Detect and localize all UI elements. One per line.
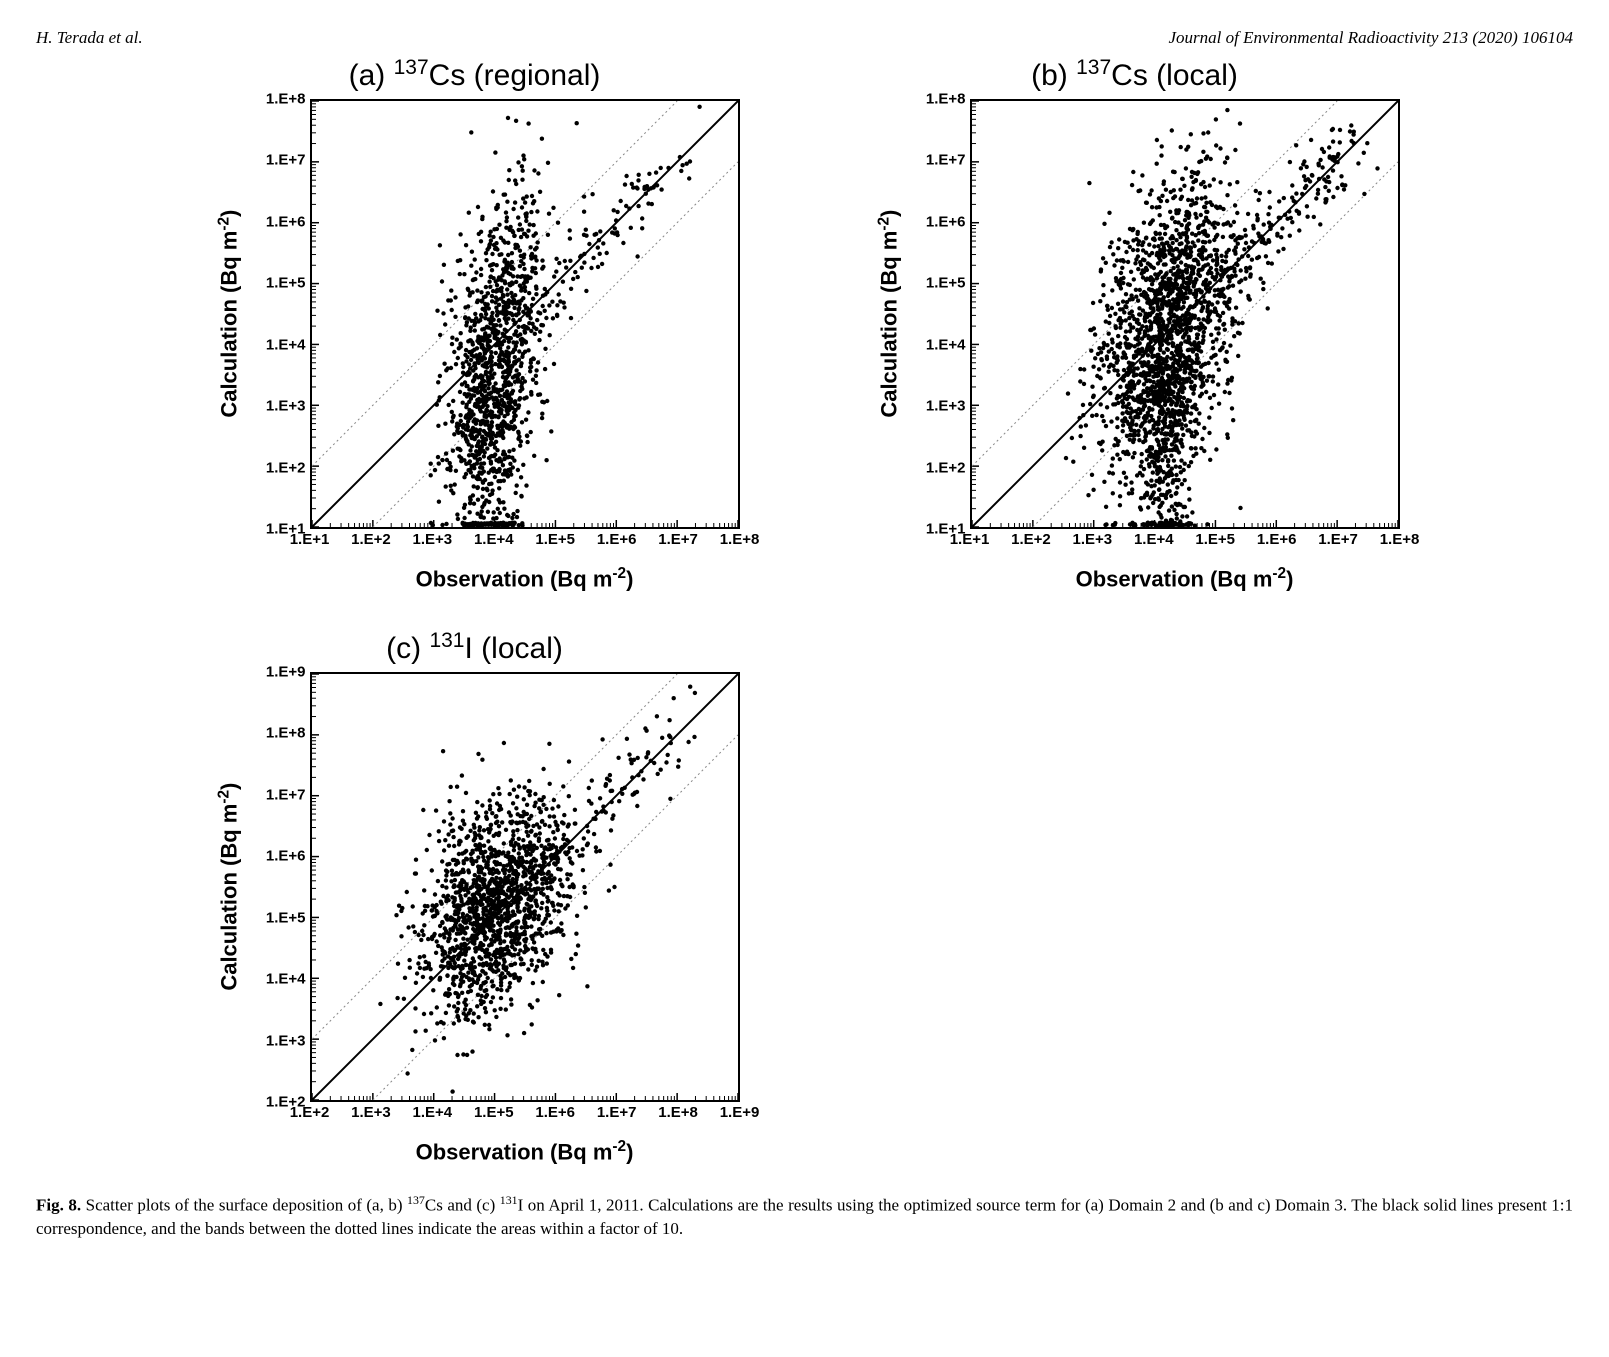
y-tick-label: 1.E+7 — [266, 786, 306, 803]
figure-panels: (a) 137Cs (regional) Calculation (Bq m-2)… — [155, 56, 1455, 1172]
x-tick-label: 1.E+5 — [1195, 531, 1235, 548]
x-axis-label: Observation (Bq m-2) — [416, 565, 634, 592]
y-tick-label: 1.E+5 — [266, 909, 306, 926]
x-tick-label: 1.E+8 — [1380, 531, 1420, 548]
y-tick-label: 1.E+2 — [266, 459, 306, 476]
y-ticks: 1.E+11.E+21.E+31.E+41.E+51.E+61.E+71.E+8 — [910, 99, 970, 529]
x-tick-label: 1.E+7 — [1318, 531, 1358, 548]
scatter-panel-b: (b) 137Cs (local) Calculation (Bq m-2) 1.E… — [815, 56, 1455, 599]
x-tick-label: 1.E+2 — [290, 1104, 330, 1121]
x-axis-label: Observation (Bq m-2) — [416, 1138, 634, 1165]
y-tick-label: 1.E+2 — [926, 459, 966, 476]
x-ticks: 1.E+11.E+21.E+31.E+41.E+51.E+61.E+71.E+8 — [310, 529, 740, 559]
plot-box — [310, 672, 740, 1102]
header-authors: H. Terada et al. — [36, 28, 143, 48]
x-tick-label: 1.E+2 — [1011, 531, 1051, 548]
x-tick-label: 1.E+3 — [1073, 531, 1113, 548]
x-tick-label: 1.E+8 — [720, 531, 760, 548]
x-tick-label: 1.E+4 — [474, 531, 514, 548]
panel-title: (c) 131I (local) — [386, 629, 563, 666]
x-tick-label: 1.E+5 — [535, 531, 575, 548]
y-tick-label: 1.E+4 — [266, 971, 306, 988]
chart-area: Calculation (Bq m-2) 1.E+1 1.E+2 1.E+3 1.E+4… — [870, 99, 1400, 599]
header-journal: Journal of Environmental Radioactivity 2… — [1169, 28, 1573, 48]
chart-area: Calculation (Bq m-2) 1.E+1 1.E+2 1.E+3 1.E+4… — [210, 99, 740, 599]
x-ticks: 1.E+11.E+21.E+31.E+41.E+51.E+61.E+71.E+8 — [970, 529, 1400, 559]
y-axis-label: Calculation (Bq m-2) — [216, 210, 243, 418]
y-tick-label: 1.E+9 — [266, 664, 306, 681]
x-tick-label: 1.E+4 — [413, 1104, 453, 1121]
y-tick-label: 1.E+8 — [266, 725, 306, 742]
y-tick-label: 1.E+6 — [926, 213, 966, 230]
plot-box — [310, 99, 740, 529]
x-tick-label: 1.E+6 — [597, 531, 637, 548]
panel-title: (b) 137Cs (local) — [1031, 56, 1238, 93]
x-tick-label: 1.E+1 — [950, 531, 990, 548]
x-axis-label: Observation (Bq m-2) — [1076, 565, 1294, 592]
x-tick-label: 1.E+9 — [720, 1104, 760, 1121]
y-ticks: 1.E+11.E+21.E+31.E+41.E+51.E+61.E+71.E+8 — [250, 99, 310, 529]
scatter-panel-c: (c) 131I (local) Calculation (Bq m-2) 1.E+… — [155, 629, 795, 1172]
x-tick-label: 1.E+5 — [474, 1104, 514, 1121]
y-axis-label: Calculation (Bq m-2) — [216, 783, 243, 991]
y-tick-label: 1.E+7 — [266, 152, 306, 169]
x-tick-label: 1.E+6 — [1257, 531, 1297, 548]
y-tick-label: 1.E+3 — [926, 398, 966, 415]
x-tick-label: 1.E+6 — [535, 1104, 575, 1121]
y-tick-label: 1.E+8 — [266, 91, 306, 108]
x-tick-label: 1.E+1 — [290, 531, 330, 548]
page-header: H. Terada et al. Journal of Environmenta… — [36, 28, 1573, 48]
caption-label: Fig. 8. — [36, 1196, 81, 1215]
scatter-panel-a: (a) 137Cs (regional) Calculation (Bq m-2)… — [155, 56, 795, 599]
y-tick-label: 1.E+5 — [926, 275, 966, 292]
panel-title: (a) 137Cs (regional) — [349, 56, 601, 93]
y-ticks: 1.E+21.E+31.E+41.E+51.E+61.E+71.E+81.E+9 — [250, 672, 310, 1102]
x-tick-label: 1.E+8 — [658, 1104, 698, 1121]
y-tick-label: 1.E+8 — [926, 91, 966, 108]
y-tick-label: 1.E+6 — [266, 848, 306, 865]
y-tick-label: 1.E+7 — [926, 152, 966, 169]
chart-area: Calculation (Bq m-2) 1.E+2 1.E+3 1.E+4 1.E+5… — [210, 672, 740, 1172]
x-ticks: 1.E+21.E+31.E+41.E+51.E+61.E+71.E+81.E+9 — [310, 1102, 740, 1132]
x-tick-label: 1.E+4 — [1134, 531, 1174, 548]
y-tick-label: 1.E+3 — [266, 1032, 306, 1049]
y-tick-label: 1.E+4 — [266, 336, 306, 353]
y-tick-label: 1.E+3 — [266, 398, 306, 415]
y-tick-label: 1.E+6 — [266, 213, 306, 230]
y-axis-label: Calculation (Bq m-2) — [876, 210, 903, 418]
x-tick-label: 1.E+7 — [658, 531, 698, 548]
x-tick-label: 1.E+3 — [413, 531, 453, 548]
y-tick-label: 1.E+4 — [926, 336, 966, 353]
y-tick-label: 1.E+5 — [266, 275, 306, 292]
x-tick-label: 1.E+7 — [597, 1104, 637, 1121]
x-tick-label: 1.E+3 — [351, 1104, 391, 1121]
x-tick-label: 1.E+2 — [351, 531, 391, 548]
figure-caption: Fig. 8. Scatter plots of the surface dep… — [36, 1192, 1573, 1241]
plot-box — [970, 99, 1400, 529]
